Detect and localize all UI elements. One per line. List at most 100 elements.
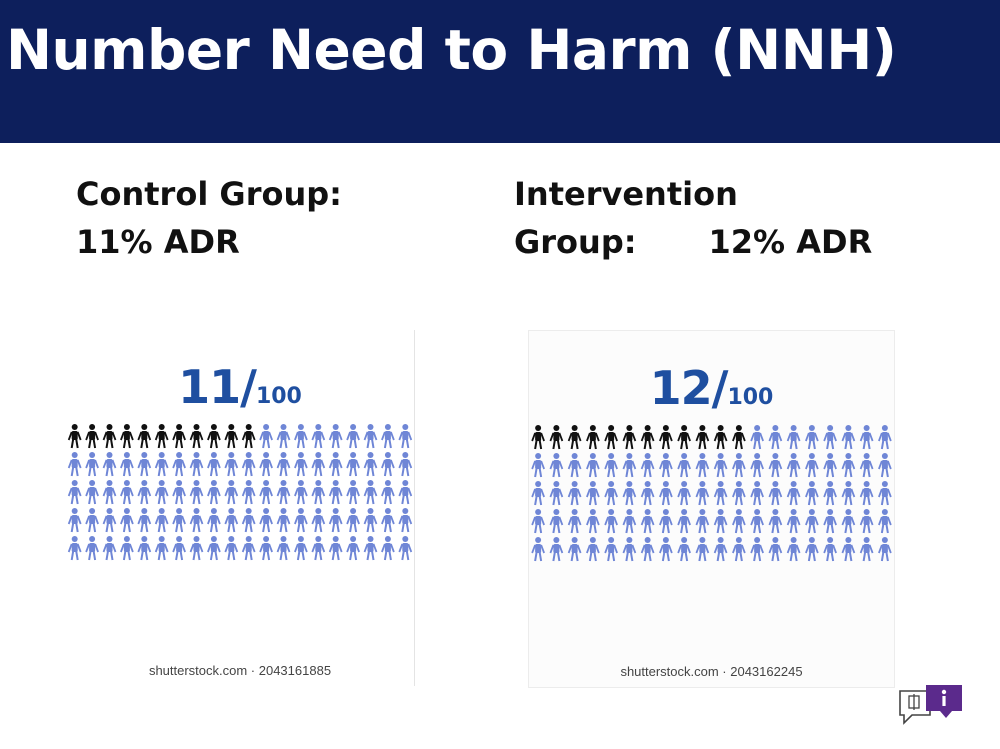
intervention-person-icon xyxy=(786,509,801,534)
intervention-fraction: 12/100 xyxy=(529,361,894,415)
control-person-icon xyxy=(189,480,204,505)
intervention-person-icon xyxy=(549,509,564,534)
intervention-person-icon-harmed xyxy=(604,425,618,450)
intervention-person-icon xyxy=(841,453,856,478)
intervention-person-icon xyxy=(732,481,746,506)
intervention-person-icon xyxy=(713,453,728,478)
intervention-person-icon xyxy=(823,453,837,478)
intervention-person-icon xyxy=(677,509,691,534)
intervention-person-icon xyxy=(604,481,618,506)
intervention-person-icon xyxy=(878,481,892,506)
intervention-person-icon xyxy=(768,453,783,478)
intervention-person-icon xyxy=(586,453,600,478)
control-person-icon-harmed xyxy=(120,424,134,449)
intervention-person-icon xyxy=(659,453,673,478)
intervention-person-icon xyxy=(713,537,728,562)
intervention-person-icon xyxy=(823,537,837,562)
control-person-icon xyxy=(363,424,378,449)
intervention-group-rate: 12% ADR xyxy=(708,223,873,261)
intervention-person-icon xyxy=(549,453,564,478)
control-person-icon xyxy=(102,480,117,505)
intervention-person-icon xyxy=(750,481,764,506)
control-person-icon xyxy=(328,424,343,449)
intervention-person-icon xyxy=(604,537,618,562)
control-person-icon-harmed xyxy=(189,424,204,449)
control-person-icon xyxy=(294,508,308,533)
control-person-icon-harmed xyxy=(172,424,186,449)
intervention-person-icon xyxy=(659,481,673,506)
control-person-icon xyxy=(398,508,413,533)
intervention-person-icon xyxy=(713,509,728,534)
control-person-icon xyxy=(311,424,326,449)
control-person-icon xyxy=(241,508,256,533)
intervention-person-icon xyxy=(622,537,637,562)
control-person-icon-harmed xyxy=(241,424,256,449)
control-person-icon xyxy=(120,480,134,505)
intervention-person-icon xyxy=(786,481,801,506)
control-person-icon xyxy=(311,508,326,533)
control-person-icon xyxy=(120,508,134,533)
intervention-infographic: 12/100 shutterstock.com · 2043162245 xyxy=(528,330,895,688)
control-person-icon xyxy=(137,480,152,505)
intervention-person-icon-harmed xyxy=(695,425,710,450)
intervention-person-icon xyxy=(786,425,801,450)
intervention-person-icon xyxy=(878,509,892,534)
control-person-icon xyxy=(346,424,360,449)
control-person-icon xyxy=(241,536,256,561)
control-person-icon xyxy=(137,536,152,561)
control-group-heading: Control Group: xyxy=(76,175,342,213)
intervention-person-icon xyxy=(677,537,691,562)
control-person-icon xyxy=(276,536,291,561)
control-person-icon xyxy=(224,452,239,477)
intervention-person-icon xyxy=(732,509,746,534)
control-person-icon xyxy=(154,480,169,505)
intervention-person-icon xyxy=(567,537,582,562)
intervention-person-icon-harmed xyxy=(531,425,545,450)
control-person-icon xyxy=(137,452,152,477)
intervention-person-icon xyxy=(878,425,892,450)
intervention-person-icon xyxy=(786,537,801,562)
intervention-person-icon-harmed xyxy=(586,425,600,450)
control-person-icon xyxy=(224,508,239,533)
control-person-icon xyxy=(363,508,378,533)
intervention-person-icon xyxy=(768,481,783,506)
intervention-person-icon xyxy=(640,509,655,534)
control-person-icon xyxy=(67,508,82,533)
intervention-person-icon xyxy=(732,453,746,478)
control-person-icon xyxy=(276,424,291,449)
control-image-credit: shutterstock.com · 2043161885 xyxy=(148,663,332,678)
intervention-person-icon xyxy=(604,453,618,478)
intervention-person-icon xyxy=(786,453,801,478)
intervention-group-heading-cont: Group: xyxy=(514,223,637,261)
intervention-person-icon xyxy=(859,481,874,506)
control-person-icon xyxy=(311,480,326,505)
control-person-icon xyxy=(85,480,99,505)
control-person-icon xyxy=(276,480,291,505)
control-person-icon xyxy=(311,536,326,561)
control-person-icon xyxy=(102,508,117,533)
intervention-person-icon-harmed xyxy=(732,425,746,450)
control-person-icon xyxy=(85,536,99,561)
intervention-person-icon-harmed xyxy=(622,425,637,450)
intervention-person-icon xyxy=(805,453,819,478)
control-person-icon xyxy=(224,536,239,561)
slide-title: Number Need to Harm (NNH) xyxy=(6,18,897,82)
intervention-person-icon xyxy=(750,453,764,478)
intervention-person-icon xyxy=(805,425,819,450)
intervention-group-heading: Intervention xyxy=(514,175,738,213)
control-person-icon xyxy=(381,536,395,561)
intervention-person-icon-harmed xyxy=(713,425,728,450)
control-person-icon xyxy=(259,452,273,477)
control-person-icon xyxy=(328,480,343,505)
intervention-person-icon xyxy=(549,537,564,562)
intervention-person-icon xyxy=(695,537,710,562)
control-person-icon xyxy=(311,452,326,477)
control-group-label: Control Group: 11% ADR xyxy=(76,170,342,266)
intervention-person-icon xyxy=(841,509,856,534)
control-person-icon xyxy=(224,480,239,505)
intervention-person-icon-harmed xyxy=(640,425,655,450)
intervention-person-icon xyxy=(531,537,545,562)
intervention-person-icon xyxy=(659,509,673,534)
feedback-chat-icon[interactable] xyxy=(896,683,966,733)
control-person-icon xyxy=(120,536,134,561)
